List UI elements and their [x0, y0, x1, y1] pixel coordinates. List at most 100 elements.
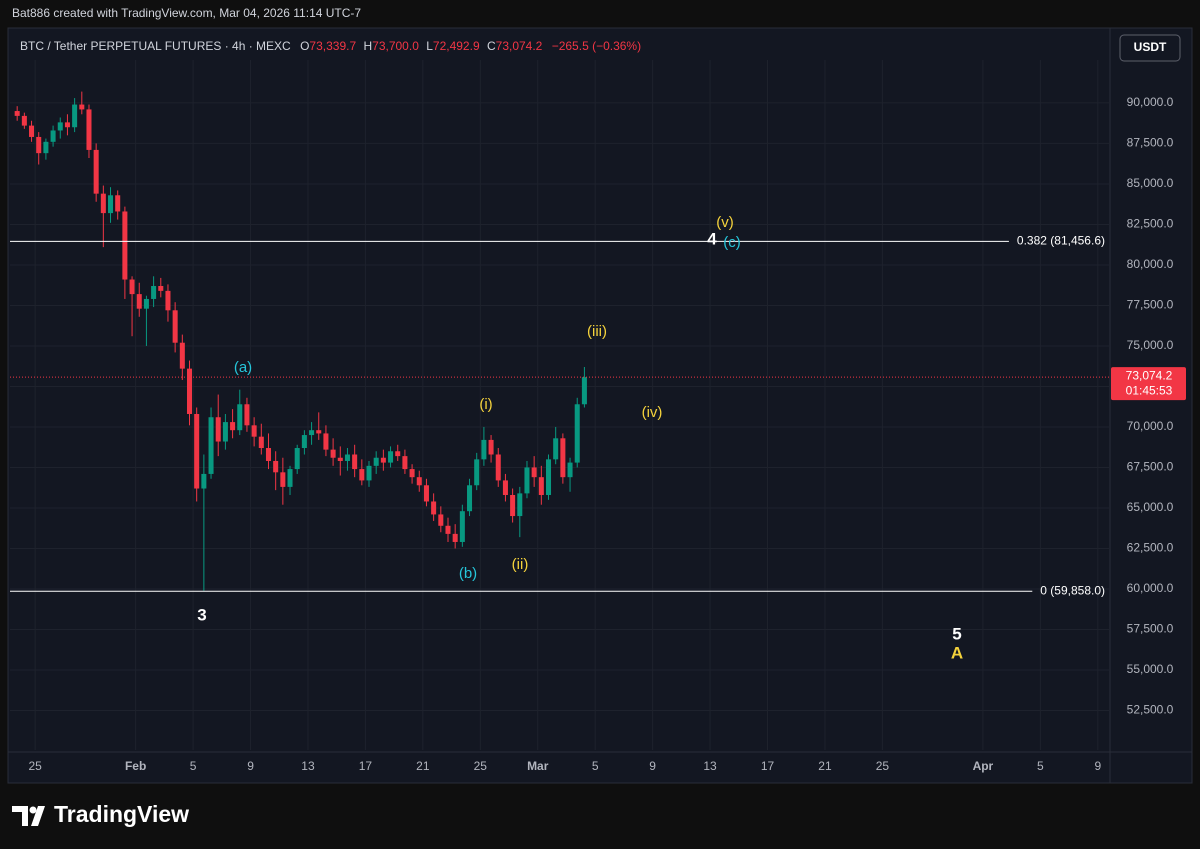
wave-label: (a) — [234, 359, 252, 376]
candle-body — [222, 422, 228, 442]
ohlc-value: 73,074.2 — [496, 39, 543, 53]
candle-body — [309, 430, 315, 436]
candle-body — [431, 501, 437, 515]
wave-label: (iii) — [587, 323, 607, 340]
candle-body — [122, 211, 128, 280]
candle-body — [502, 480, 508, 495]
candle-body — [581, 377, 587, 405]
wave-label: (ii) — [512, 556, 529, 573]
y-tick-label: 75,000.0 — [1127, 338, 1174, 352]
x-tick-label: 5 — [592, 759, 599, 773]
candle-body — [72, 104, 78, 128]
candle-body — [151, 286, 157, 299]
candle-body — [553, 438, 559, 460]
ohlc-value: 73,700.0 — [372, 39, 419, 53]
candle-body — [230, 422, 236, 431]
y-tick-label: 60,000.0 — [1127, 581, 1174, 595]
candle-body — [574, 404, 580, 463]
candle-body — [108, 195, 114, 214]
candle-body — [445, 525, 451, 534]
candle-body — [352, 454, 358, 470]
candle-body — [416, 477, 422, 486]
candle-body — [158, 286, 164, 291]
candle-body — [467, 485, 473, 512]
ohlc-key: O — [300, 39, 309, 53]
symbol-line: BTC / Tether PERPETUAL FUTURES · 4h · ME… — [20, 39, 641, 53]
candle-body — [373, 457, 379, 466]
last-price-box — [1111, 367, 1186, 401]
candle-body — [380, 457, 386, 463]
y-tick-label: 52,500.0 — [1127, 703, 1174, 717]
candle-body — [129, 279, 135, 295]
candle-body — [510, 494, 516, 517]
candle-body — [208, 417, 214, 474]
wave-label: 3 — [197, 605, 206, 624]
y-tick-label: 70,000.0 — [1127, 419, 1174, 433]
candle-body — [560, 438, 566, 478]
candle-body — [287, 469, 293, 487]
candle-body — [330, 449, 336, 458]
candle-body — [273, 460, 279, 473]
x-tick-label: 21 — [416, 759, 430, 773]
candle-body — [366, 465, 372, 481]
currency-label[interactable]: USDT — [1134, 40, 1167, 54]
ohlc-key: L — [426, 39, 433, 53]
candle-body — [337, 457, 343, 461]
wave-label: A — [951, 643, 963, 662]
y-tick-label: 85,000.0 — [1127, 176, 1174, 190]
candle-body — [172, 310, 178, 343]
candle-body — [538, 477, 544, 495]
candle-body — [423, 485, 429, 502]
ohlc-key: H — [363, 39, 372, 53]
candle-body — [179, 342, 185, 369]
candle-body — [280, 472, 286, 487]
y-tick-label: 87,500.0 — [1127, 136, 1174, 150]
x-tick-label: 9 — [247, 759, 254, 773]
x-tick-label: 5 — [1037, 759, 1044, 773]
wave-label: 5 — [952, 624, 961, 643]
candle-body — [531, 467, 537, 478]
symbol: BTC / Tether PERPETUAL FUTURES · 4h · ME… — [20, 39, 291, 53]
y-tick-label: 62,500.0 — [1127, 541, 1174, 555]
candle-body — [194, 413, 200, 489]
candle-body — [100, 193, 106, 214]
ohlc-value: 73,339.7 — [309, 39, 356, 53]
x-tick-label: Mar — [527, 759, 549, 773]
wave-label: (i) — [479, 396, 492, 413]
candle-body — [43, 141, 49, 154]
x-tick-label: 9 — [649, 759, 656, 773]
candle-body — [488, 439, 494, 455]
currency-button[interactable] — [1119, 34, 1181, 62]
level-label: 0 (59,858.0) — [1040, 583, 1105, 597]
candle-body — [79, 104, 85, 110]
logo — [12, 806, 45, 826]
x-tick-label: Feb — [125, 759, 146, 773]
wave-label: (c) — [723, 234, 741, 251]
wave-label: (iv) — [642, 404, 663, 421]
candle-body — [545, 459, 552, 495]
candle-body — [316, 430, 322, 434]
candle-body — [265, 448, 271, 461]
candle-body — [294, 448, 300, 470]
candle-body — [409, 469, 415, 478]
y-tick-label: 67,500.0 — [1127, 460, 1174, 474]
logo-dot — [29, 806, 37, 814]
y-tick-label: 80,000.0 — [1127, 257, 1174, 271]
x-tick-label: 17 — [359, 759, 373, 773]
candle-body — [136, 294, 142, 309]
candle-body — [29, 125, 35, 137]
y-tick-label: 90,000.0 — [1127, 95, 1174, 109]
candle-body — [93, 149, 99, 194]
candle-body — [50, 130, 56, 142]
candle-body — [359, 469, 365, 481]
countdown-label: 01:45:53 — [1126, 383, 1173, 397]
candle-body — [14, 111, 20, 116]
wave-label: (b) — [459, 565, 477, 582]
candle-body — [244, 404, 250, 426]
x-tick-label: 13 — [301, 759, 315, 773]
candle-body — [86, 109, 92, 150]
candle-body — [115, 195, 121, 212]
candle-body — [474, 459, 480, 486]
candle-body — [237, 404, 243, 431]
